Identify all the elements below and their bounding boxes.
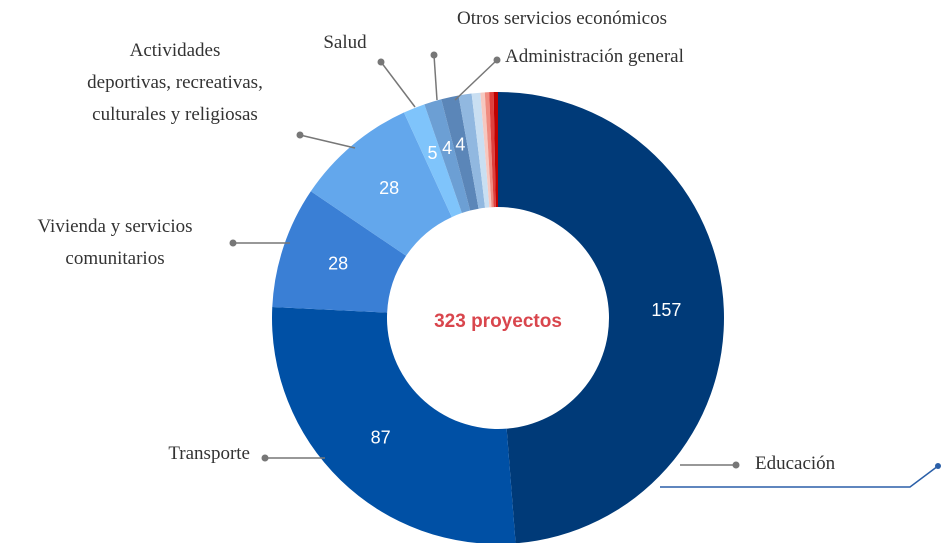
- slice: [272, 306, 516, 543]
- slice: [424, 99, 471, 214]
- category-label: Educación: [755, 453, 836, 474]
- value-label: 4: [442, 138, 452, 158]
- leader-dot: [229, 239, 237, 247]
- slice: [458, 93, 486, 209]
- leader-line: [380, 61, 416, 108]
- category-label: Transporte: [168, 443, 250, 464]
- slice: [403, 104, 462, 218]
- center-label: 323 proyectos: [434, 311, 562, 332]
- leader-line: [299, 134, 356, 149]
- category-label: Vivienda y servicios comunitarios: [37, 216, 192, 269]
- value-label: 28: [379, 178, 399, 198]
- value-label: 4: [455, 134, 465, 154]
- decoration-dot: [935, 463, 941, 469]
- value-label: 157: [651, 300, 681, 320]
- slice: [484, 92, 494, 208]
- leader-line: [433, 54, 438, 101]
- slice: [493, 92, 498, 208]
- donut: [272, 92, 724, 543]
- category-label: Otros servicios económicos: [457, 8, 667, 29]
- leader-dot: [296, 131, 304, 139]
- category-label: Actividades deportivas, recreativas, cultu…: [87, 40, 263, 125]
- slice: [489, 92, 496, 208]
- slice: [272, 191, 407, 313]
- slice: [441, 95, 479, 211]
- leader-dot: [377, 58, 385, 66]
- leader-dot: [732, 461, 740, 469]
- value-label: 28: [328, 253, 348, 273]
- leader-dot: [430, 51, 438, 59]
- category-label: Salud: [323, 32, 367, 53]
- slice: [498, 92, 724, 543]
- value-label: 87: [371, 428, 391, 448]
- leader-dot: [261, 454, 269, 462]
- slice: [480, 92, 492, 208]
- leader-line: [454, 59, 498, 101]
- leader-dot: [493, 56, 501, 64]
- value-label: 5: [427, 143, 437, 163]
- decoration-line: [660, 465, 939, 488]
- slice: [310, 112, 452, 256]
- category-label: Administración general: [505, 46, 684, 67]
- slice: [471, 92, 490, 208]
